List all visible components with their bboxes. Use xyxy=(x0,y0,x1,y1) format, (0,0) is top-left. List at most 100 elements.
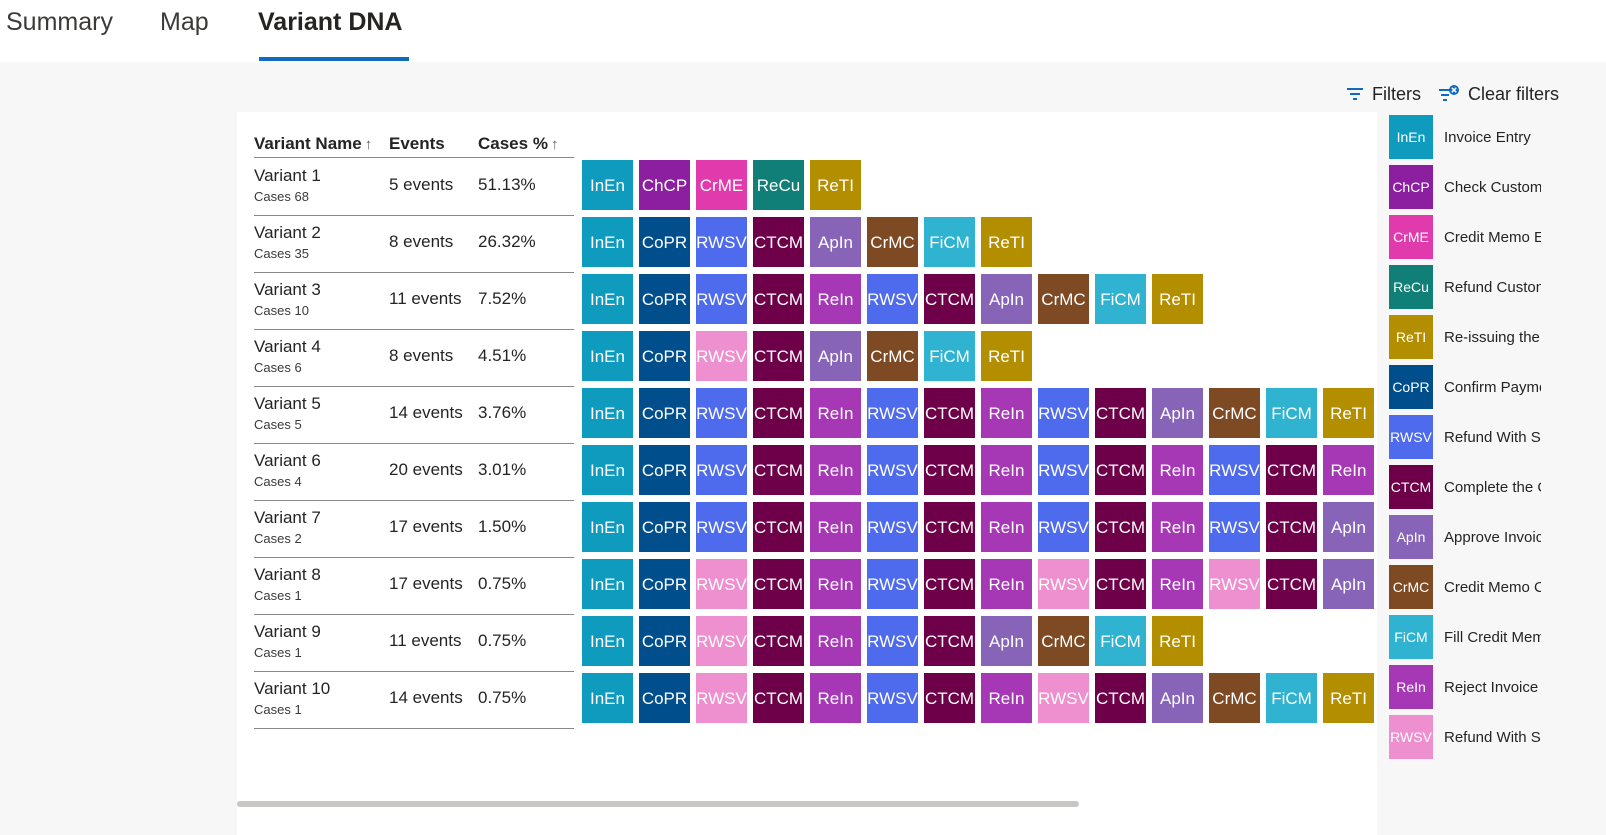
activity-block[interactable]: InEn xyxy=(582,388,633,438)
table-row[interactable]: Variant 7 Cases 2 17 events 1.50% xyxy=(254,500,574,558)
activity-block[interactable]: CTCM xyxy=(924,616,975,666)
activity-block[interactable]: CrMC xyxy=(867,217,918,267)
activity-block[interactable]: ApIn xyxy=(981,616,1032,666)
activity-block[interactable]: ApIn xyxy=(810,331,861,381)
activity-block[interactable]: CTCM xyxy=(1266,502,1317,552)
activity-block[interactable]: CTCM xyxy=(1266,445,1317,495)
activity-block[interactable]: RWSV xyxy=(696,445,747,495)
activity-block[interactable]: FiCM xyxy=(1266,673,1317,723)
activity-block[interactable]: CoPR xyxy=(639,502,690,552)
col-header-cases-pct[interactable]: Cases % ↑ xyxy=(478,134,559,153)
activity-block[interactable]: CTCM xyxy=(1266,559,1317,609)
activity-block[interactable]: ApIn xyxy=(1323,559,1374,609)
activity-block[interactable]: ReTI xyxy=(1152,616,1203,666)
legend-item[interactable]: ReIn Reject Invoice xyxy=(1389,665,1606,709)
activity-block[interactable]: RWSV xyxy=(696,331,747,381)
activity-block[interactable]: RWSV xyxy=(696,673,747,723)
clear-filters-button[interactable]: Clear filters xyxy=(1438,82,1559,106)
activity-block[interactable]: CoPR xyxy=(639,673,690,723)
activity-block[interactable]: ApIn xyxy=(810,217,861,267)
activity-block[interactable]: CrMC xyxy=(1038,274,1089,324)
activity-block[interactable]: CTCM xyxy=(924,445,975,495)
activity-block[interactable]: ReIn xyxy=(810,559,861,609)
legend-item[interactable]: CrME Credit Memo E xyxy=(1389,215,1606,259)
activity-block[interactable]: RWSV xyxy=(867,388,918,438)
activity-block[interactable]: ReIn xyxy=(810,388,861,438)
activity-block[interactable]: CrMC xyxy=(1209,673,1260,723)
tab-map[interactable]: Map xyxy=(160,8,209,36)
activity-block[interactable]: ReIn xyxy=(810,673,861,723)
activity-block[interactable]: InEn xyxy=(582,160,633,210)
activity-block[interactable]: ApIn xyxy=(1152,388,1203,438)
legend-item[interactable]: InEn Invoice Entry xyxy=(1389,115,1606,159)
legend-item[interactable]: RWSV Refund With St xyxy=(1389,415,1606,459)
activity-block[interactable]: RWSV xyxy=(696,502,747,552)
legend-item[interactable]: CrMC Credit Memo C xyxy=(1389,565,1606,609)
activity-block[interactable]: CTCM xyxy=(924,559,975,609)
activity-block[interactable]: CTCM xyxy=(924,274,975,324)
activity-block[interactable]: CoPR xyxy=(639,559,690,609)
col-header-events[interactable]: Events xyxy=(389,134,445,153)
activity-block[interactable]: RWSV xyxy=(1038,673,1089,723)
activity-block[interactable]: InEn xyxy=(582,616,633,666)
activity-block[interactable]: ReIn xyxy=(810,616,861,666)
legend-item[interactable]: RWSV Refund With Sp xyxy=(1389,715,1606,759)
legend-item[interactable]: FiCM Fill Credit Mem xyxy=(1389,615,1606,659)
activity-block[interactable]: RWSV xyxy=(867,445,918,495)
activity-block[interactable]: CrMC xyxy=(1038,616,1089,666)
activity-block[interactable]: CTCM xyxy=(753,616,804,666)
activity-block[interactable]: RWSV xyxy=(1038,502,1089,552)
table-row[interactable]: Variant 3 Cases 10 11 events 7.52% xyxy=(254,272,574,330)
activity-block[interactable]: ChCP xyxy=(639,160,690,210)
legend-item[interactable]: CTCM Complete the C xyxy=(1389,465,1606,509)
activity-block[interactable]: FiCM xyxy=(1266,388,1317,438)
activity-block[interactable]: InEn xyxy=(582,559,633,609)
legend-item[interactable]: ApIn Approve Invoic xyxy=(1389,515,1606,559)
activity-block[interactable]: RWSV xyxy=(1209,445,1260,495)
activity-block[interactable]: ReIn xyxy=(810,274,861,324)
activity-block[interactable]: RWSV xyxy=(867,502,918,552)
activity-block[interactable]: CoPR xyxy=(639,388,690,438)
activity-block[interactable]: ReIn xyxy=(1152,502,1203,552)
filters-button[interactable]: Filters xyxy=(1346,82,1421,106)
activity-block[interactable]: CTCM xyxy=(753,673,804,723)
activity-block[interactable]: ReTI xyxy=(810,160,861,210)
activity-block[interactable]: FiCM xyxy=(924,217,975,267)
activity-block[interactable]: CTCM xyxy=(924,502,975,552)
activity-block[interactable]: RWSV xyxy=(1209,502,1260,552)
table-row[interactable]: Variant 8 Cases 1 17 events 0.75% xyxy=(254,557,574,615)
activity-block[interactable]: ReTI xyxy=(1323,673,1374,723)
activity-block[interactable]: ReTI xyxy=(981,331,1032,381)
activity-block[interactable]: ReIn xyxy=(1152,559,1203,609)
legend-item[interactable]: ReCu Refund Custon xyxy=(1389,265,1606,309)
activity-block[interactable]: CTCM xyxy=(753,217,804,267)
activity-block[interactable]: CTCM xyxy=(1095,388,1146,438)
table-row[interactable]: Variant 10 Cases 1 14 events 0.75% xyxy=(254,671,574,729)
activity-block[interactable]: InEn xyxy=(582,217,633,267)
activity-block[interactable]: CoPR xyxy=(639,445,690,495)
activity-block[interactable]: ReIn xyxy=(981,445,1032,495)
activity-block[interactable]: RWSV xyxy=(1038,559,1089,609)
table-row[interactable]: Variant 4 Cases 6 8 events 4.51% xyxy=(254,329,574,387)
table-row[interactable]: Variant 9 Cases 1 11 events 0.75% xyxy=(254,614,574,672)
activity-block[interactable]: ReTI xyxy=(981,217,1032,267)
activity-block[interactable]: ReTI xyxy=(1152,274,1203,324)
activity-block[interactable]: ReIn xyxy=(810,445,861,495)
activity-block[interactable]: RWSV xyxy=(1038,388,1089,438)
table-row[interactable]: Variant 6 Cases 4 20 events 3.01% xyxy=(254,443,574,501)
tab-summary[interactable]: Summary xyxy=(6,8,113,36)
activity-block[interactable]: InEn xyxy=(582,274,633,324)
activity-block[interactable]: InEn xyxy=(582,445,633,495)
activity-block[interactable]: FiCM xyxy=(924,331,975,381)
activity-block[interactable]: ReCu xyxy=(753,160,804,210)
activity-block[interactable]: ReIn xyxy=(981,502,1032,552)
activity-block[interactable]: CTCM xyxy=(753,445,804,495)
activity-block[interactable]: InEn xyxy=(582,502,633,552)
activity-block[interactable]: FiCM xyxy=(1095,274,1146,324)
activity-block[interactable]: CTCM xyxy=(753,388,804,438)
activity-block[interactable]: CTCM xyxy=(753,559,804,609)
activity-block[interactable]: CTCM xyxy=(924,673,975,723)
activity-block[interactable]: InEn xyxy=(582,331,633,381)
table-row[interactable]: Variant 5 Cases 5 14 events 3.76% xyxy=(254,386,574,444)
activity-block[interactable]: CoPR xyxy=(639,274,690,324)
